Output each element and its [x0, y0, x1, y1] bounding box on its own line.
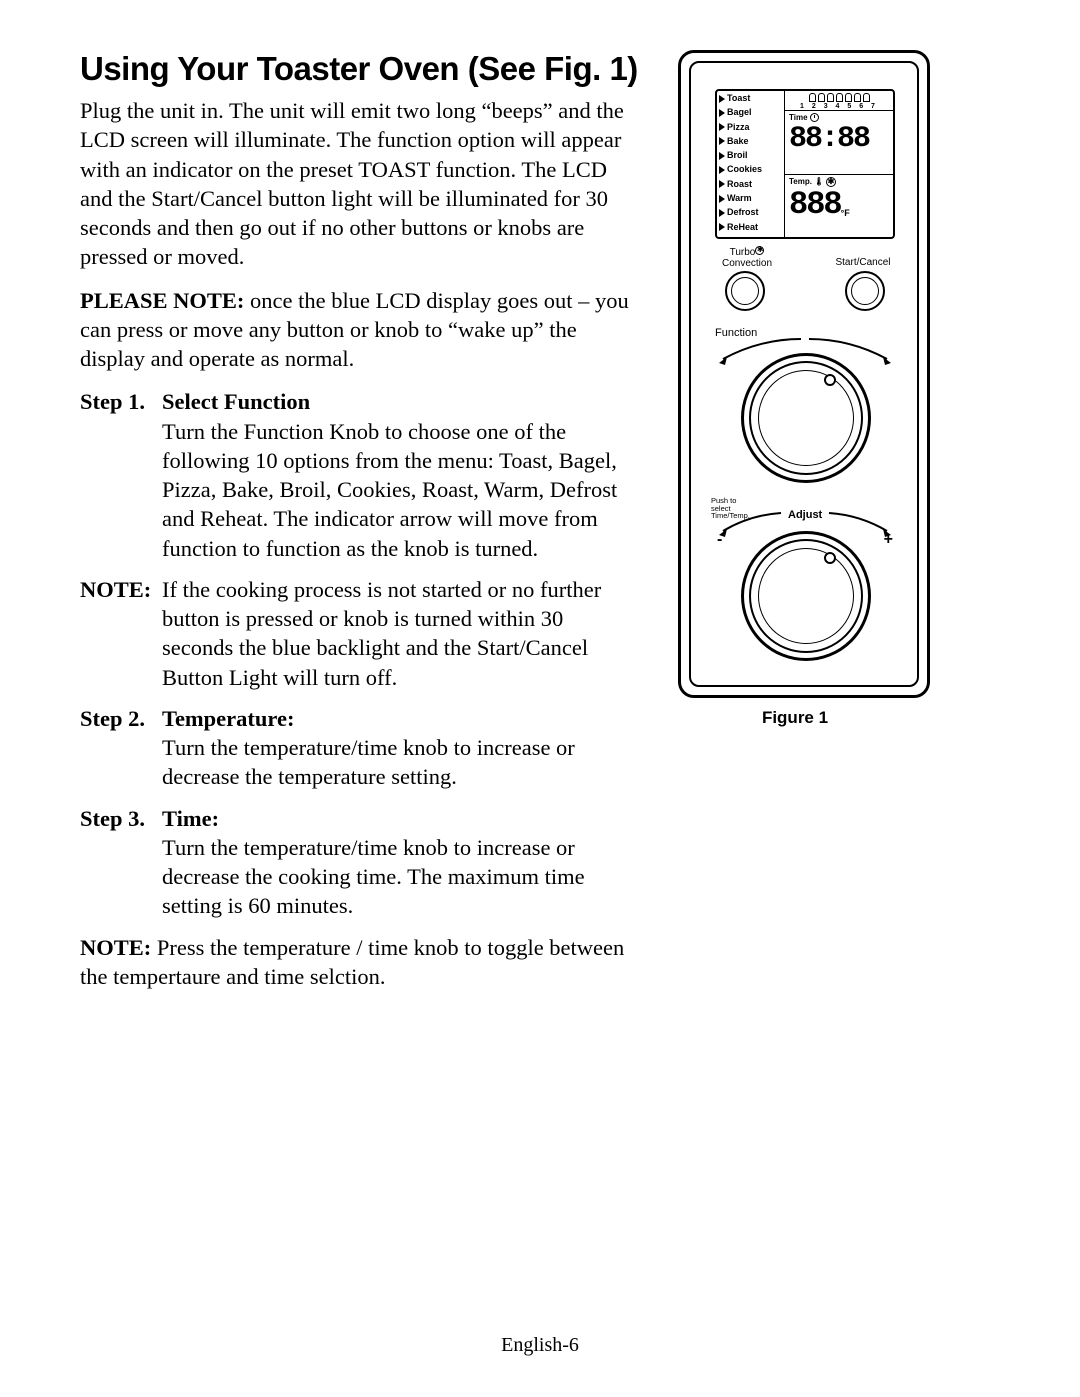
function-item: Cookies — [719, 165, 782, 174]
time-label: Time — [789, 113, 889, 122]
function-item: Bagel — [719, 108, 782, 117]
lcd-right: 1 2 3 4 5 6 7 Time 88:88 Temp. 🌡 — [785, 91, 893, 237]
intro-paragraph: Plug the unit in. The unit will emit two… — [80, 96, 640, 272]
function-item: Warm — [719, 194, 782, 203]
function-item: ReHeat — [719, 223, 782, 232]
function-item: Defrost — [719, 208, 782, 217]
temp-display: 888 — [789, 189, 841, 221]
figure-column: Toast Bagel Pizza Bake Broil Cookies Roast Warm… — [660, 50, 930, 1003]
note-2-label: NOTE: — [80, 575, 162, 692]
adjust-knob-indicator — [824, 552, 836, 564]
step-1-body: Select Function Turn the Function Knob t… — [162, 387, 640, 563]
function-item: Bake — [719, 137, 782, 146]
convection-text: Convection — [722, 258, 772, 269]
note-2: NOTE: If the cooking process is not star… — [80, 575, 640, 692]
lcd-time-cell: Time 88:88 — [785, 111, 893, 175]
turbo-convection-label: Turbo Convection — [717, 246, 777, 269]
start-cancel-label: Start/Cancel — [827, 257, 899, 268]
function-item: Roast — [719, 180, 782, 189]
step-1-text: Turn the Function Knob to choose one of … — [162, 419, 617, 561]
temp-label: Temp. 🌡 — [789, 177, 889, 187]
step-1-title: Select Function — [162, 389, 310, 414]
fan-icon-small — [755, 246, 764, 255]
page-title: Using Your Toaster Oven (See Fig. 1) — [80, 50, 640, 88]
step-2: Step 2. Temperature: Turn the temperatur… — [80, 704, 640, 792]
function-knob[interactable] — [741, 353, 871, 483]
plus-label: + — [884, 531, 893, 549]
step-1-label: Step 1. — [80, 387, 162, 563]
note-3-body: Press the temperature / time knob to tog… — [80, 935, 624, 989]
temp-label-text: Temp. — [789, 177, 812, 186]
step-3-body: Time: Turn the temperature/time knob to … — [162, 804, 640, 921]
start-cancel-button[interactable] — [845, 271, 885, 311]
step-2-body: Temperature: Turn the temperature/time k… — [162, 704, 640, 792]
note-label: PLEASE NOTE: — [80, 288, 244, 313]
minus-label: - — [717, 531, 722, 549]
function-item: Broil — [719, 151, 782, 160]
step-3-text: Turn the temperature/time knob to increa… — [162, 835, 585, 919]
turbo-convection-button[interactable] — [725, 271, 765, 311]
figure-caption: Figure 1 — [660, 708, 930, 728]
control-panel: Toast Bagel Pizza Bake Broil Cookies Roast Warm… — [678, 50, 930, 698]
step-3-title: Time: — [162, 806, 219, 831]
note-3-label: NOTE: — [80, 935, 151, 960]
page-footer: English-6 — [0, 1334, 1080, 1357]
adjust-knob[interactable] — [741, 531, 871, 661]
step-2-title: Temperature: — [162, 706, 294, 731]
fan-icon — [826, 177, 836, 187]
function-knob-indicator — [824, 374, 836, 386]
toast-shade-row: 1 2 3 4 5 6 7 — [785, 91, 893, 111]
time-label-text: Time — [789, 113, 808, 122]
function-item: Pizza — [719, 123, 782, 132]
lcd-display: Toast Bagel Pizza Bake Broil Cookies Roast Warm… — [715, 89, 895, 239]
step-1: Step 1. Select Function Turn the Functio… — [80, 387, 640, 563]
step-2-label: Step 2. — [80, 704, 162, 792]
function-item: Toast — [719, 94, 782, 103]
step-3-label: Step 3. — [80, 804, 162, 921]
lcd-temp-cell: Temp. 🌡 888 °F — [785, 175, 893, 238]
clock-icon — [810, 113, 819, 122]
please-note: PLEASE NOTE: once the blue LCD display g… — [80, 286, 640, 374]
turbo-text: Turbo — [730, 247, 756, 258]
text-column: Using Your Toaster Oven (See Fig. 1) Plu… — [80, 50, 640, 1003]
step-2-text: Turn the temperature/time knob to increa… — [162, 735, 575, 789]
note-3: NOTE: Press the temperature / time knob … — [80, 933, 640, 992]
lcd-function-list: Toast Bagel Pizza Bake Broil Cookies Roast Warm… — [717, 91, 785, 237]
step-3: Step 3. Time: Turn the temperature/time … — [80, 804, 640, 921]
temp-unit: °F — [841, 208, 850, 218]
time-display: 88:88 — [789, 124, 889, 154]
note-2-body: If the cooking process is not started or… — [162, 575, 640, 692]
